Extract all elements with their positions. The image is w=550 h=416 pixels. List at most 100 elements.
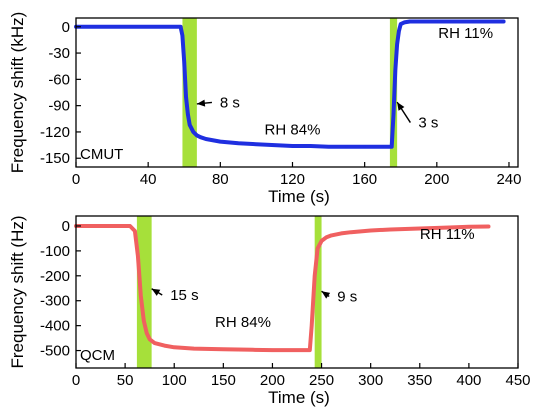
cmut-panel: 0 40 80 120 160 200 240 0 -30 -60 -90 -120 -150 Time … [8,12,521,206]
x-tick-label: 250 [309,372,334,389]
data-point [219,140,222,143]
data-point [418,227,421,230]
x-tick-label: 300 [358,372,383,389]
data-point [192,347,196,350]
response-time-label: 8 s [220,94,240,111]
data-point [392,113,395,116]
x-tick-label: 240 [496,171,521,188]
x-tick-label: 0 [72,171,80,188]
data-point [369,229,372,232]
plot-frame [75,215,519,369]
data-point [381,145,384,149]
data-point [188,123,191,127]
x-tick-label: 450 [505,372,530,389]
y-tick-label: 0 [62,218,70,235]
humidity-switch-band [314,216,322,368]
sensor-label: QCM [80,347,115,364]
plot-frame [75,17,519,168]
data-point [320,239,323,243]
data-point [408,20,411,23]
data-point [325,235,328,239]
data-point [128,224,132,228]
data-point [199,136,202,139]
data-point [349,230,353,234]
data-point [399,22,402,26]
data-point [487,225,490,228]
data-point [222,348,225,351]
x-tick-label: 120 [280,171,305,188]
y-tick-label: -60 [48,71,70,88]
x-axis-title: Time (s) [268,388,330,407]
x-axis-title: Time (s) [268,187,330,206]
data-point [308,348,311,352]
x-tick-label: 200 [260,372,285,389]
data-point [255,143,258,146]
data-point [173,346,176,349]
data-point [403,21,406,24]
y-tick-label: -100 [40,243,70,260]
data-point [330,234,333,237]
data-point [467,225,471,228]
humidity-label: RH 84% [265,122,321,139]
qcm-panel: 0 50 100 150 200 250 300 350 400 450 0 -100 -200 -300… [8,215,531,407]
data-point [251,348,254,352]
data-point [273,143,276,147]
y-tick-label: -30 [48,45,70,62]
x-tick-label: 40 [140,171,157,188]
y-tick-label: -400 [40,318,70,335]
x-tick-label: 200 [424,171,449,188]
data-point [181,34,184,37]
data-point [204,137,208,141]
data-point [192,130,195,134]
data-point [145,331,148,335]
data-point [389,228,392,231]
y-axis-title: Frequency shift (Hz) [8,215,27,368]
data-point [136,254,140,258]
annotation-arrowhead [321,291,331,299]
data-point [390,145,393,149]
y-tick-label: -90 [48,98,70,115]
data-point [184,95,188,99]
data-point [186,113,190,116]
data-point [313,274,316,278]
data-point [195,134,199,137]
x-tick-label: 100 [162,372,187,389]
humidity-label: RH 11% [438,25,493,42]
data-point [363,145,366,149]
x-tick-label: 50 [117,372,134,389]
y-tick-label: 0 [62,19,70,36]
data-point [142,319,145,322]
data-point [395,43,399,46]
data-point [309,144,312,148]
data-point [271,348,274,352]
annotation-arrowhead [196,99,206,107]
x-tick-label: 400 [456,372,481,389]
data-point [316,247,319,250]
y-tick-label: -300 [40,293,70,310]
data-point [290,348,294,352]
data-point [397,29,401,33]
data-point [179,25,182,28]
data-point [133,229,137,233]
response-time-label: 3 s [418,115,438,132]
data-point [448,226,451,229]
y-tick-label: -150 [40,150,70,167]
x-tick-label: 80 [212,171,229,188]
humidity-label: RH 84% [215,314,271,331]
data-point [394,69,397,72]
annotation-arrowhead [397,102,405,111]
data-point [163,344,166,347]
data-point [340,232,343,235]
annotation-arrowhead [151,288,161,296]
data-point [327,145,330,149]
x-tick-label: 160 [352,171,377,188]
y-tick-label: -200 [40,268,70,285]
data-point [502,20,505,23]
response-time-label: 9 s [337,288,357,305]
humidity-label: RH 11% [420,226,475,243]
y-tick-label: -500 [40,343,70,360]
data-point [139,294,143,297]
data-point [310,324,313,327]
data-point [291,144,294,148]
